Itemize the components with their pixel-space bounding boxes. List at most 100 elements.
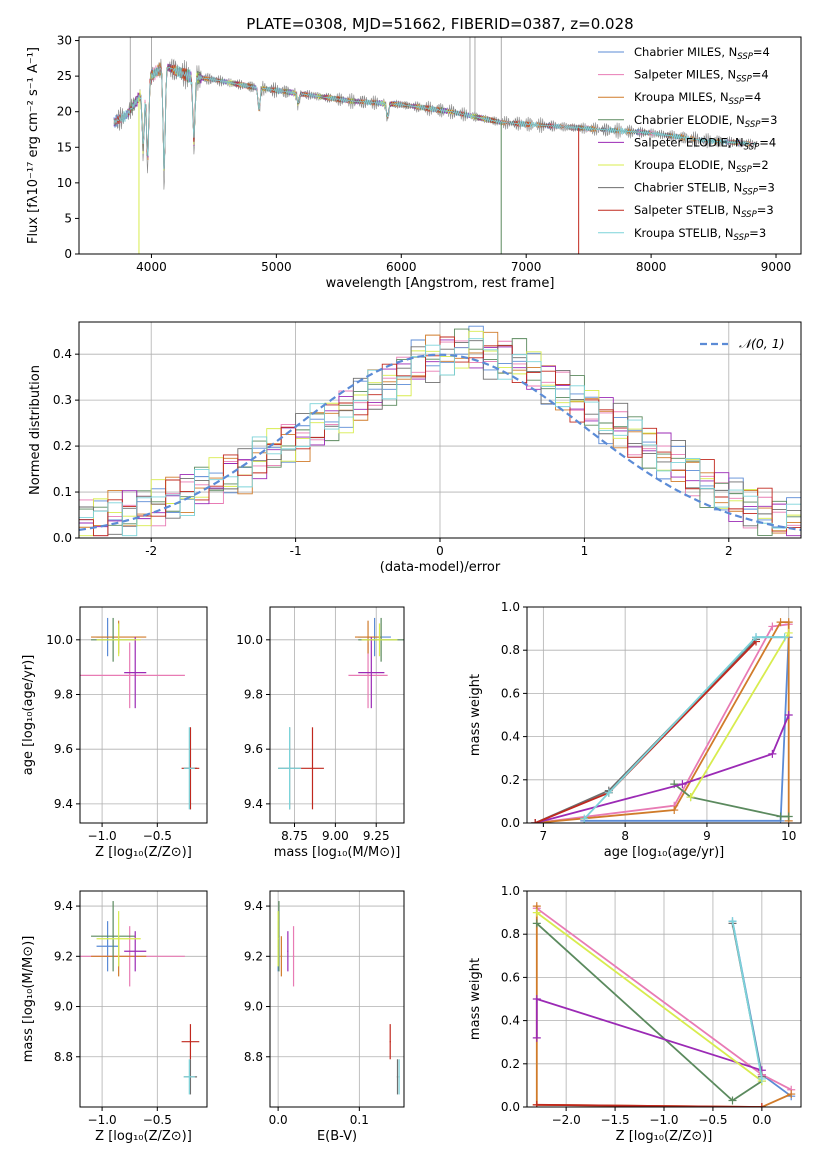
x-tick-label: −0.5 [143,829,172,843]
y-tick-label: 5 [64,211,72,225]
y-tick-label: 0.0 [53,531,72,545]
weight-line-salpeter_miles [535,623,789,823]
y-tick-label: 0 [64,247,72,261]
weight-marker-kroupa_miles [776,618,785,627]
y-tick-label: 0.0 [501,816,520,830]
x-tick-label: 9.25 [363,829,390,843]
panel-weight-vs-Z: −2.0 −1.5 −1.0 −0.5 0.0 0.0 0.2 0.4 0.6 0.8 1.0 Z [… [468,884,802,1144]
legend-entry: Salpeter STELIB, NSSP=3 [634,203,774,220]
x-tick-label: 7000 [511,260,542,274]
legend-entry: Salpeter MILES, NSSP=4 [634,68,769,85]
y-tick-label: 8.8 [244,1050,263,1064]
weight-marker-salpeter_elodie [678,780,687,789]
weight-marker-chabrier_elodie [776,812,785,821]
weight-line-kroupa_miles [535,621,790,823]
y-tick-label: 10 [57,176,72,190]
y-tick-label: 9.4 [54,797,73,811]
weight-marker-kroupa_elodie [532,908,541,917]
y-tick-label: 9.2 [244,949,263,963]
panel-weight-vs-age: 7 8 9 10 0.0 0.2 0.4 0.6 0.8 1.0 age [log₁₀(age/yr… [468,600,802,860]
x-tick-label: 9000 [761,260,792,274]
x-tick-label: 9 [703,829,711,843]
axes-frame [269,606,405,824]
weight-marker-kroupa_elodie [784,628,793,637]
x-axis-label: Z [log₁₀(Z/Z⊙)] [95,1129,192,1144]
legend-entry: Chabrier STELIB, NSSP=3 [634,181,775,198]
x-tick-label: 0.0 [269,1113,288,1127]
axes-frame [526,890,802,1108]
weight-marker-kroupa_miles [670,806,679,815]
y-tick-label: 0.3 [53,393,72,407]
weight-marker-chabrier_elodie [532,919,541,928]
y-tick-label: 0.6 [501,970,520,984]
y-axis-label: mass weight [468,674,483,756]
y-tick-label: 9.8 [244,687,263,701]
y-tick-label: 25 [57,69,72,83]
weight-marker-salpeter_elodie [532,1033,541,1042]
weight-marker-kroupa_miles [787,1090,796,1099]
age_vs_Z-plot-area [80,617,200,810]
weight-marker-salpeter_stelib [531,819,540,823]
weight-marker-salpeter_elodie [784,711,793,719]
y-tick-label: 9.4 [54,899,73,913]
x-axis-label: Z [log₁₀(Z/Z⊙)] [616,1129,713,1144]
weight-marker-kroupa_stelib [728,917,737,926]
y-tick-label: 9.2 [54,949,73,963]
weight-marker-salpeter_elodie [768,749,777,758]
y-tick-label: 9.8 [54,687,73,701]
axes-frame [79,890,208,1108]
x-tick-label: 8 [621,829,629,843]
legend-entry: Kroupa MILES, NSSP=4 [634,90,761,107]
weight-line-salpeter_elodie [535,997,763,1072]
x-tick-label: −0.5 [143,1113,172,1127]
weight-marker-chabrier_elodie [784,812,793,821]
x-tick-label: 0.1 [350,1113,369,1127]
spectrum-plot-area [113,37,758,254]
x-axis-label: Z [log₁₀(Z/Z⊙)] [95,845,192,860]
y-tick-label: 0.4 [501,730,520,744]
weight-marker-kroupa_stelib [604,788,613,797]
y-tick-label: 1.0 [501,600,520,614]
legend-entry: Chabrier ELODIE, NSSP=3 [634,113,777,130]
weight-line-kroupa_elodie [689,632,790,798]
mass_vs_Z-plot-area [80,901,200,1095]
weight_vs_Z-plot-area [532,902,796,1107]
x-axis-label: wavelength [Angstrom, rest frame] [326,276,555,291]
x-tick-label: -1 [290,544,302,558]
panel-spectrum: 4000 5000 6000 7000 8000 9000 0 5 10 15 20 25 30 wave… [26,34,802,291]
y-tick-label: 9.0 [54,1000,73,1014]
weight-line-kroupa_elodie [536,911,763,1082]
weight-marker-chabrier_elodie [728,1096,737,1105]
weight-line-chabrier_stelib [534,638,757,823]
x-tick-label: 5000 [261,260,292,274]
figure-title: PLATE=0308, MJD=51662, FIBERID=0387, z=0… [246,15,633,33]
x-axis-label: mass [log₁₀(M/M⊙)] [274,845,401,860]
axes-frame [78,321,802,539]
x-tick-label: 1 [581,544,589,558]
y-tick-label: 9.4 [244,899,263,913]
weight-marker-salpeter_stelib [757,1103,766,1107]
legend-entry: Kroupa STELIB, NSSP=3 [634,226,766,243]
histogram-kroupa_stelib [79,338,801,538]
x-tick-label: −1.0 [649,1113,678,1127]
x-tick-label: 4000 [136,260,167,274]
weight_vs_age-plot-area [531,618,793,823]
legend-entry: Salpeter ELODIE, NSSP=4 [634,135,776,152]
gaussian-curve [79,353,801,531]
y-tick-label: 15 [57,140,72,154]
histogram-plot-area [79,325,801,538]
weight-marker-kroupa_stelib [780,633,789,642]
y-tick-label: 0.4 [53,347,72,361]
x-tick-label: −1.5 [601,1113,630,1127]
y-axis-label: Normed distribution [28,365,43,495]
x-tick-label: 6000 [386,260,417,274]
axes-frame [79,606,208,824]
axes-frame [78,36,802,255]
model-line-kroupa_stelib [113,65,757,170]
axes-frame [269,890,405,1108]
y-axis-label: age [log₁₀(age/yr)] [21,655,36,776]
axes-frame [526,606,802,824]
weight-marker-kroupa_stelib [580,814,589,823]
x-tick-label: 10 [781,829,796,843]
